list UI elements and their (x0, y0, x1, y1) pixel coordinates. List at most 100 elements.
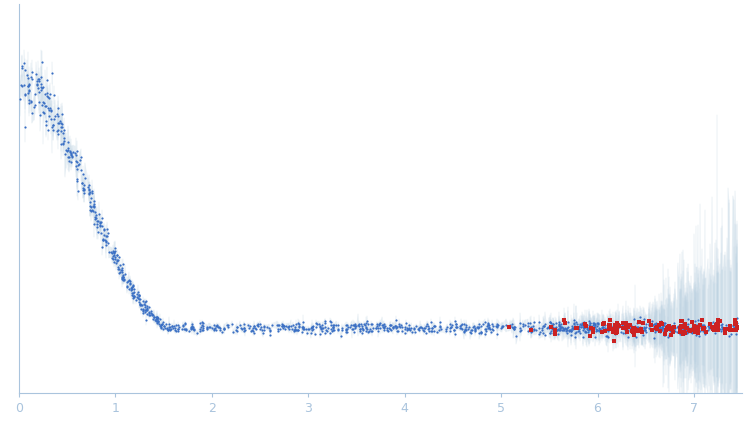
Point (25, 98, 37, 105)
Point (209, 324, 221, 331)
Point (643, 318, 655, 325)
Point (703, 321, 715, 328)
Point (643, 325, 655, 332)
Point (618, 323, 630, 330)
Point (137, 305, 148, 312)
Point (419, 324, 430, 331)
Point (634, 314, 646, 321)
Point (720, 322, 732, 329)
Point (57, 139, 69, 146)
Point (592, 320, 604, 327)
Point (231, 328, 243, 335)
Point (689, 321, 701, 328)
Point (385, 326, 397, 333)
Point (142, 309, 154, 316)
Point (426, 324, 438, 331)
Point (585, 324, 597, 331)
Point (538, 323, 550, 329)
Point (554, 322, 565, 329)
Point (381, 326, 393, 333)
Point (298, 325, 310, 332)
Point (654, 326, 666, 333)
Point (52, 104, 64, 111)
Point (545, 328, 557, 335)
Point (591, 326, 603, 333)
Point (137, 309, 149, 316)
Point (507, 320, 518, 327)
Point (568, 316, 580, 323)
Point (197, 326, 209, 333)
Point (620, 319, 632, 326)
Point (203, 323, 215, 330)
Point (657, 322, 669, 329)
Point (717, 324, 729, 331)
Point (618, 319, 630, 326)
Point (53, 119, 65, 126)
Point (599, 325, 611, 332)
Point (101, 229, 113, 236)
Point (458, 328, 470, 335)
Point (211, 322, 223, 329)
Point (602, 325, 614, 332)
Point (297, 323, 309, 330)
Point (34, 112, 46, 119)
Point (686, 324, 698, 331)
Point (618, 324, 630, 331)
Point (292, 320, 304, 327)
Point (372, 325, 384, 332)
Point (178, 325, 189, 332)
Point (33, 98, 45, 105)
Point (580, 328, 592, 335)
Point (548, 321, 560, 328)
Point (238, 325, 250, 332)
Point (87, 204, 99, 211)
Point (711, 322, 723, 329)
Point (383, 322, 395, 329)
Point (95, 219, 107, 226)
Point (561, 327, 573, 334)
Point (545, 329, 557, 336)
Point (84, 191, 95, 198)
Point (65, 151, 77, 158)
Point (492, 322, 504, 329)
Point (257, 329, 269, 336)
Point (491, 321, 503, 328)
Point (668, 325, 680, 332)
Point (222, 324, 234, 331)
Point (466, 323, 478, 330)
Point (530, 326, 542, 333)
Point (110, 260, 122, 267)
Point (554, 324, 565, 331)
Point (399, 323, 411, 330)
Point (106, 254, 118, 261)
Point (653, 324, 665, 331)
Point (674, 324, 686, 331)
Point (179, 320, 191, 327)
Point (43, 106, 55, 113)
Point (704, 325, 716, 332)
Point (663, 322, 675, 329)
Point (139, 298, 151, 305)
Point (551, 327, 562, 334)
Point (43, 112, 55, 119)
Point (19, 66, 31, 73)
Point (204, 323, 216, 330)
Point (560, 324, 571, 331)
Point (583, 321, 595, 328)
Point (689, 323, 701, 330)
Point (697, 322, 709, 329)
Point (624, 325, 636, 332)
Point (254, 320, 266, 327)
Point (154, 322, 166, 329)
Point (551, 323, 562, 330)
Point (725, 327, 737, 334)
Point (242, 322, 254, 329)
Point (58, 134, 70, 141)
Point (324, 329, 336, 336)
Point (547, 324, 559, 331)
Point (107, 248, 119, 255)
Point (150, 313, 162, 320)
Point (537, 329, 549, 336)
Point (78, 187, 90, 194)
Point (84, 202, 96, 209)
